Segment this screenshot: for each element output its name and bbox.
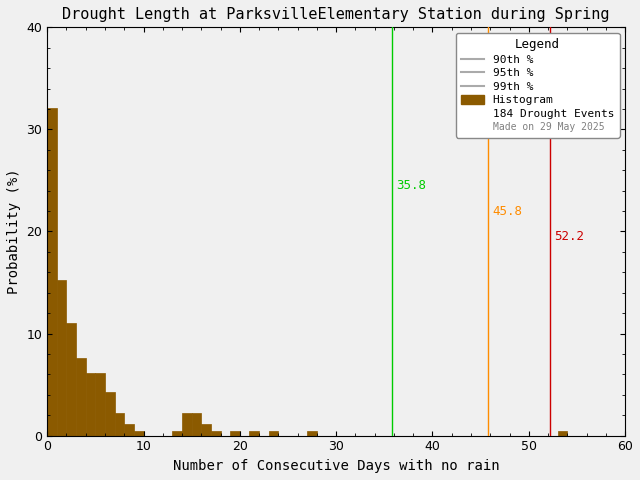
Bar bbox=[57, 280, 67, 436]
Title: Drought Length at ParksvilleElementary Station during Spring: Drought Length at ParksvilleElementary S… bbox=[63, 7, 610, 22]
Bar bbox=[557, 431, 567, 436]
Bar bbox=[307, 431, 317, 436]
Bar bbox=[105, 392, 115, 436]
Bar bbox=[76, 358, 86, 436]
Bar bbox=[192, 413, 202, 436]
Text: 45.8: 45.8 bbox=[492, 204, 522, 217]
Bar bbox=[95, 373, 105, 436]
Bar bbox=[115, 413, 124, 436]
Bar bbox=[172, 431, 182, 436]
Text: 52.2: 52.2 bbox=[554, 230, 584, 243]
Y-axis label: Probability (%): Probability (%) bbox=[7, 168, 21, 294]
Bar bbox=[47, 108, 57, 436]
Text: 35.8: 35.8 bbox=[396, 179, 426, 192]
Bar bbox=[86, 373, 95, 436]
Bar bbox=[230, 431, 240, 436]
Bar bbox=[269, 431, 278, 436]
Legend: 90th %, 95th %, 99th %, Histogram, 184 Drought Events, Made on 29 May 2025: 90th %, 95th %, 99th %, Histogram, 184 D… bbox=[456, 33, 620, 138]
Bar bbox=[211, 431, 221, 436]
Bar bbox=[67, 324, 76, 436]
X-axis label: Number of Consecutive Days with no rain: Number of Consecutive Days with no rain bbox=[173, 459, 499, 473]
Bar bbox=[124, 424, 134, 436]
Bar bbox=[202, 424, 211, 436]
Bar bbox=[182, 413, 192, 436]
Bar bbox=[134, 431, 143, 436]
Bar bbox=[250, 431, 259, 436]
